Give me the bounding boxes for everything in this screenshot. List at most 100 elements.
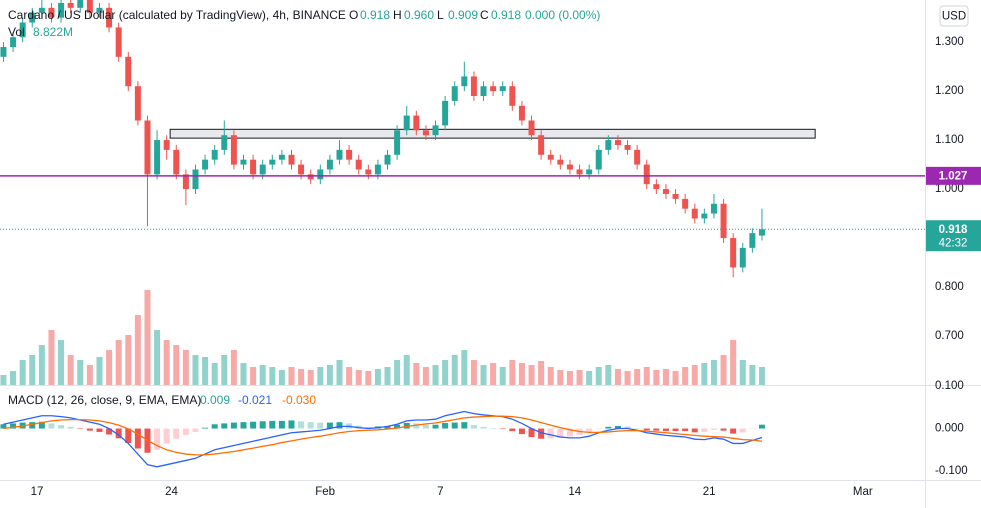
- candle-body: [38, 7, 45, 13]
- candle-body: [490, 86, 497, 92]
- volume-bar: [653, 370, 660, 385]
- volume-label: Vol: [8, 25, 25, 39]
- candle-body: [259, 164, 266, 175]
- volume-bar: [480, 365, 487, 385]
- last-price-label: 0.918: [939, 224, 968, 236]
- volume-bar: [106, 350, 113, 385]
- candle-body: [0, 47, 7, 57]
- y-tick-label: 1.200: [935, 85, 964, 97]
- x-tick-label: 17: [31, 486, 44, 498]
- macd-histogram-bar: [605, 426, 612, 429]
- candle-body: [125, 56, 132, 87]
- volume-bar: [134, 315, 141, 385]
- volume-bar: [595, 367, 602, 385]
- hline-label-box: [926, 166, 981, 185]
- volume-bar: [38, 345, 45, 385]
- macd-histogram-bar: [259, 421, 266, 429]
- volume-bar: [432, 365, 439, 385]
- macd-histogram-bar: [336, 422, 343, 429]
- macd-histogram-bar: [547, 428, 554, 439]
- ohlc-label: C: [480, 8, 489, 22]
- volume-bar: [749, 365, 756, 385]
- volume-bar: [403, 355, 410, 385]
- macd-histogram-bar: [758, 424, 765, 429]
- y-tick-label: 1.100: [935, 134, 964, 146]
- candle-body: [192, 169, 199, 190]
- macd-line: [3, 415, 763, 456]
- volume-bar: [461, 350, 468, 385]
- candle-body: [470, 76, 477, 97]
- volume-bar: [19, 360, 26, 385]
- ohlc-value: 0.918: [360, 8, 390, 22]
- candle-body: [528, 120, 535, 136]
- volume-bar: [125, 335, 132, 385]
- volume-bar: [192, 355, 199, 385]
- volume-bar: [48, 330, 55, 385]
- macd-histogram-bar: [106, 428, 113, 435]
- macd-histogram-bar: [538, 428, 545, 439]
- candle-body: [346, 149, 353, 160]
- volume-bar: [259, 365, 266, 385]
- candle-body: [173, 149, 180, 175]
- volume-bar: [221, 355, 228, 385]
- macd-y-tick-label: 0.100: [935, 380, 964, 392]
- volume-bar: [96, 357, 103, 385]
- candle-body: [163, 140, 170, 150]
- candle-body: [221, 135, 228, 150]
- currency[interactable]: USD: [942, 11, 966, 23]
- candle-body: [19, 22, 26, 38]
- candle-body: [365, 169, 372, 175]
- macd-histogram-bar: [432, 424, 439, 429]
- macd-histogram-bar: [595, 428, 602, 430]
- candle-body: [384, 154, 391, 165]
- currency-button[interactable]: [939, 5, 969, 27]
- candle-body: [278, 154, 285, 160]
- candle-body: [710, 203, 717, 214]
- candle-body: [413, 115, 420, 131]
- candle-body: [701, 213, 708, 219]
- candle-body: [720, 203, 727, 239]
- macd-histogram-bar: [240, 422, 247, 429]
- candle-body: [614, 140, 621, 145]
- candle-body: [307, 174, 314, 180]
- macd-histogram-bar: [298, 421, 305, 429]
- macd-histogram-bar: [528, 428, 535, 438]
- macd-histogram-bar: [499, 428, 506, 430]
- candle-body: [250, 159, 257, 175]
- volume-bar: [691, 365, 698, 385]
- volume-bar: [509, 360, 516, 385]
- macd-histogram-bar: [720, 428, 727, 431]
- volume-bar: [634, 369, 641, 385]
- volume-bar: [682, 367, 689, 385]
- candle-body: [730, 238, 737, 268]
- candle-body: [394, 130, 401, 155]
- macd-histogram-bar: [490, 428, 497, 429]
- volume-bar: [470, 360, 477, 385]
- candle-body: [480, 86, 487, 97]
- macd-histogram-bar: [509, 428, 516, 432]
- volume-bar: [730, 340, 737, 385]
- macd-histogram-bar: [29, 422, 36, 429]
- candle-body: [77, 0, 84, 8]
- y-tick-label: 1.300: [935, 36, 964, 48]
- macd-legend-value: 0.009: [200, 393, 230, 407]
- macd-histogram-bar: [518, 428, 525, 435]
- candle-body: [326, 159, 333, 170]
- candle-body: [211, 149, 218, 160]
- y-tick-label: 0.800: [935, 281, 964, 293]
- candle-body: [374, 164, 381, 175]
- candle-body: [134, 86, 141, 121]
- y-tick-label: 0.700: [935, 330, 964, 342]
- volume-bar: [154, 330, 161, 385]
- volume-bar: [240, 363, 247, 385]
- candle-body: [605, 140, 612, 150]
- candle-body: [58, 2, 65, 18]
- volume-bar: [576, 370, 583, 385]
- macd-histogram-bar: [394, 424, 401, 429]
- volume-bar: [394, 360, 401, 385]
- candle-body: [182, 174, 189, 190]
- volume-bar: [739, 360, 746, 385]
- volume-bar: [355, 370, 362, 385]
- candle-body: [691, 208, 698, 219]
- volume-bar: [230, 350, 237, 385]
